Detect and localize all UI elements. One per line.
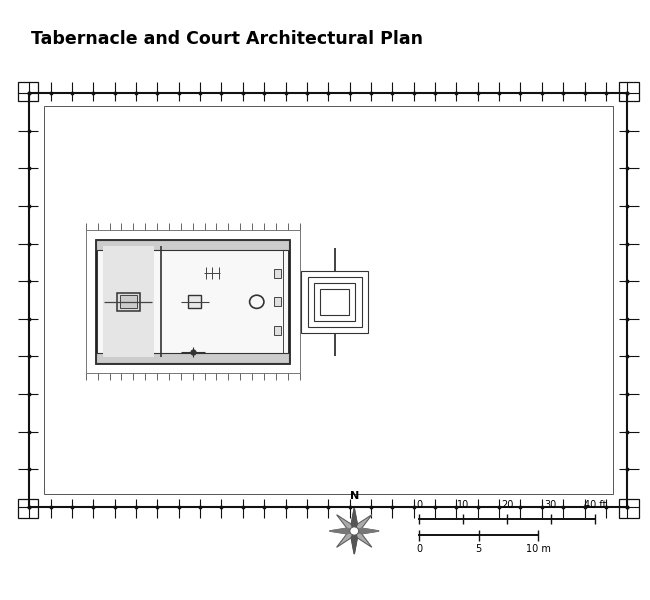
Bar	[274, 297, 281, 306]
Bar	[18, 82, 38, 101]
Bar	[44, 106, 613, 494]
Polygon shape	[351, 531, 358, 554]
Text: 30: 30	[545, 500, 557, 510]
Circle shape	[350, 527, 359, 535]
Polygon shape	[330, 508, 379, 554]
Bar	[307, 277, 362, 327]
Text: 40 ft: 40 ft	[584, 500, 606, 510]
Bar	[274, 269, 281, 278]
Text: Tabernacle and Court Architectural Plan: Tabernacle and Court Architectural Plan	[31, 30, 423, 48]
Bar	[320, 289, 349, 315]
Text: N: N	[350, 491, 359, 501]
Polygon shape	[354, 528, 379, 534]
Bar	[619, 499, 639, 518]
Bar	[274, 326, 281, 335]
Bar	[18, 499, 38, 518]
Text: 5: 5	[476, 544, 482, 554]
Bar	[96, 240, 289, 250]
Bar	[29, 93, 627, 507]
Text: 20: 20	[500, 500, 514, 510]
Bar	[301, 271, 369, 333]
Bar	[103, 246, 154, 357]
Bar	[117, 292, 140, 311]
Polygon shape	[351, 508, 358, 531]
Text: 0: 0	[416, 544, 422, 554]
Bar	[188, 295, 202, 308]
Polygon shape	[330, 528, 354, 534]
Bar	[96, 353, 289, 363]
Text: 10 m: 10 m	[526, 544, 551, 554]
Text: 10: 10	[457, 500, 469, 510]
Text: 0: 0	[416, 500, 422, 510]
Bar	[103, 246, 283, 357]
Bar	[619, 82, 639, 101]
Bar	[86, 230, 300, 373]
Bar	[120, 295, 137, 308]
Bar	[96, 240, 289, 363]
Bar	[314, 283, 356, 321]
